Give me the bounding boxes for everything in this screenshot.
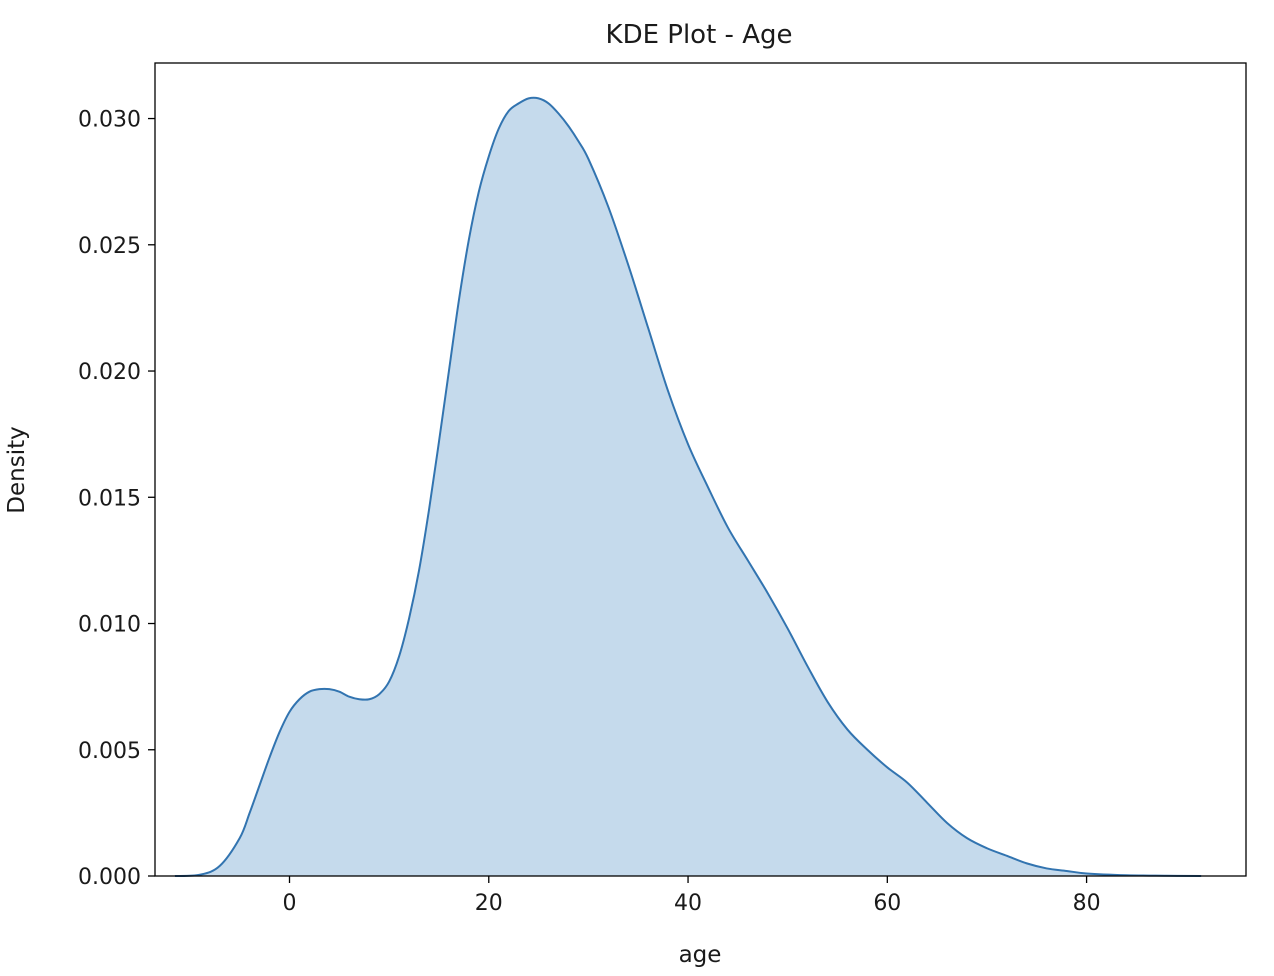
density-curve-line bbox=[174, 96, 1202, 877]
y-axis-label: Density bbox=[4, 426, 30, 513]
axes-frame bbox=[154, 62, 1247, 877]
chart-title: KDE Plot - Age bbox=[606, 20, 793, 50]
x-tick-label: 0 bbox=[283, 891, 297, 916]
y-axis: 0.000 0.005 0.010 0.015 0.020 0.025 0.030 bbox=[78, 108, 155, 890]
x-tick-label: 60 bbox=[873, 891, 901, 916]
x-tick-label: 40 bbox=[674, 891, 702, 916]
y-tick-label: 0.025 bbox=[78, 234, 141, 259]
x-axis-label: age bbox=[679, 942, 722, 968]
x-tick-label: 80 bbox=[1073, 891, 1101, 916]
y-tick-label: 0.000 bbox=[78, 865, 141, 890]
y-tick-label: 0.015 bbox=[78, 486, 141, 511]
x-tick-label: 20 bbox=[475, 891, 503, 916]
x-axis: 0 20 40 60 80 bbox=[283, 876, 1101, 916]
plot-area bbox=[174, 96, 1202, 877]
density-area-fill bbox=[174, 97, 1202, 877]
y-tick-label: 0.020 bbox=[78, 360, 141, 385]
y-tick-label: 0.005 bbox=[78, 739, 141, 764]
y-tick-label: 0.010 bbox=[78, 613, 141, 638]
y-tick-label: 0.030 bbox=[78, 108, 141, 133]
